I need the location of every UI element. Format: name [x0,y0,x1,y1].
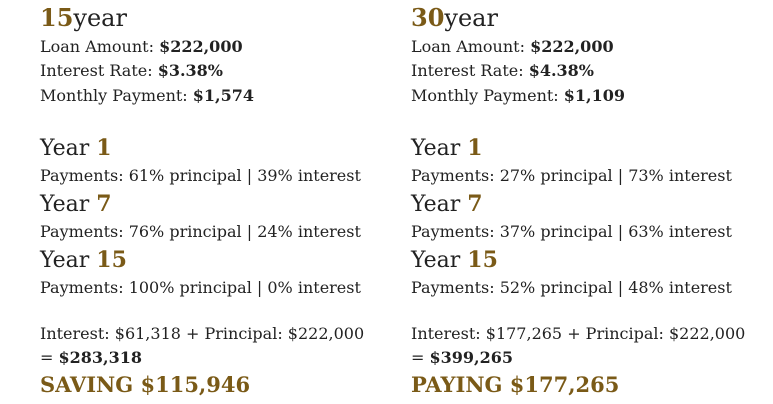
year-number: 1 [467,135,483,161]
totals-line: Interest: $177,265 + Principal: $222,000 [411,324,746,343]
monthly-payment-label: Monthly Payment: [40,86,188,105]
interest-rate-label: Interest Rate: [40,61,153,80]
year-number: 15 [467,247,498,273]
year-heading: Year 7 [40,191,112,218]
interest-rate-value: $4.38% [528,61,595,80]
year-heading: Year 15 [40,247,127,274]
loan-amount-row: Loan Amount: $222,000 [40,36,243,58]
term-heading: 15year [40,3,127,33]
monthly-payment-value: $1,574 [192,86,255,105]
monthly-payment-row: Monthly Payment: $1,109 [411,85,625,107]
term-unit: year [73,4,127,32]
total-row: = $399,265 [411,347,513,369]
year-heading: Year 7 [411,191,483,218]
year-heading: Year 1 [40,135,112,162]
monthly-payment-label: Monthly Payment: [411,86,559,105]
loan-amount-value: $222,000 [530,37,614,56]
year-label: Year [411,192,461,217]
monthly-payment-value: $1,109 [563,86,626,105]
year-number: 15 [96,247,127,273]
term-number: 30 [411,3,445,32]
year-payments: Payments: 37% principal | 63% interest [411,222,732,241]
year-payments: Payments: 52% principal | 48% interest [411,278,732,297]
total-prefix: = [40,348,54,367]
year-heading: Year 15 [411,247,498,274]
year-number: 1 [96,135,112,161]
total-value: $283,318 [58,348,143,367]
year-payments: Payments: 76% principal | 24% interest [40,222,361,241]
term-heading: 30year [411,3,498,33]
year-payments: Payments: 61% principal | 39% interest [40,166,361,185]
paying-result: PAYING $177,265 [411,372,620,397]
loan-amount-row: Loan Amount: $222,000 [411,36,614,58]
loan-amount-label: Loan Amount: [40,37,154,56]
saving-result: SAVING $115,946 [40,372,251,397]
year-label: Year [411,248,461,273]
year-heading: Year 1 [411,135,483,162]
loan-amount-label: Loan Amount: [411,37,525,56]
year-label: Year [411,136,461,161]
monthly-payment-row: Monthly Payment: $1,574 [40,85,254,107]
year-payments: Payments: 27% principal | 73% interest [411,166,732,185]
year-number: 7 [96,191,112,217]
interest-rate-row: Interest Rate: $4.38% [411,60,594,82]
year-label: Year [40,248,90,273]
year-label: Year [40,136,90,161]
totals-line: Interest: $61,318 + Principal: $222,000 [40,324,365,343]
total-value: $399,265 [429,348,514,367]
term-number: 15 [40,3,74,32]
total-prefix: = [411,348,425,367]
term-unit: year [444,4,498,32]
interest-rate-row: Interest Rate: $3.38% [40,60,223,82]
loan-amount-value: $222,000 [159,37,243,56]
interest-rate-label: Interest Rate: [411,61,524,80]
year-label: Year [40,192,90,217]
year-number: 7 [467,191,483,217]
total-row: = $283,318 [40,347,142,369]
interest-rate-value: $3.38% [157,61,224,80]
year-payments: Payments: 100% principal | 0% interest [40,278,361,297]
